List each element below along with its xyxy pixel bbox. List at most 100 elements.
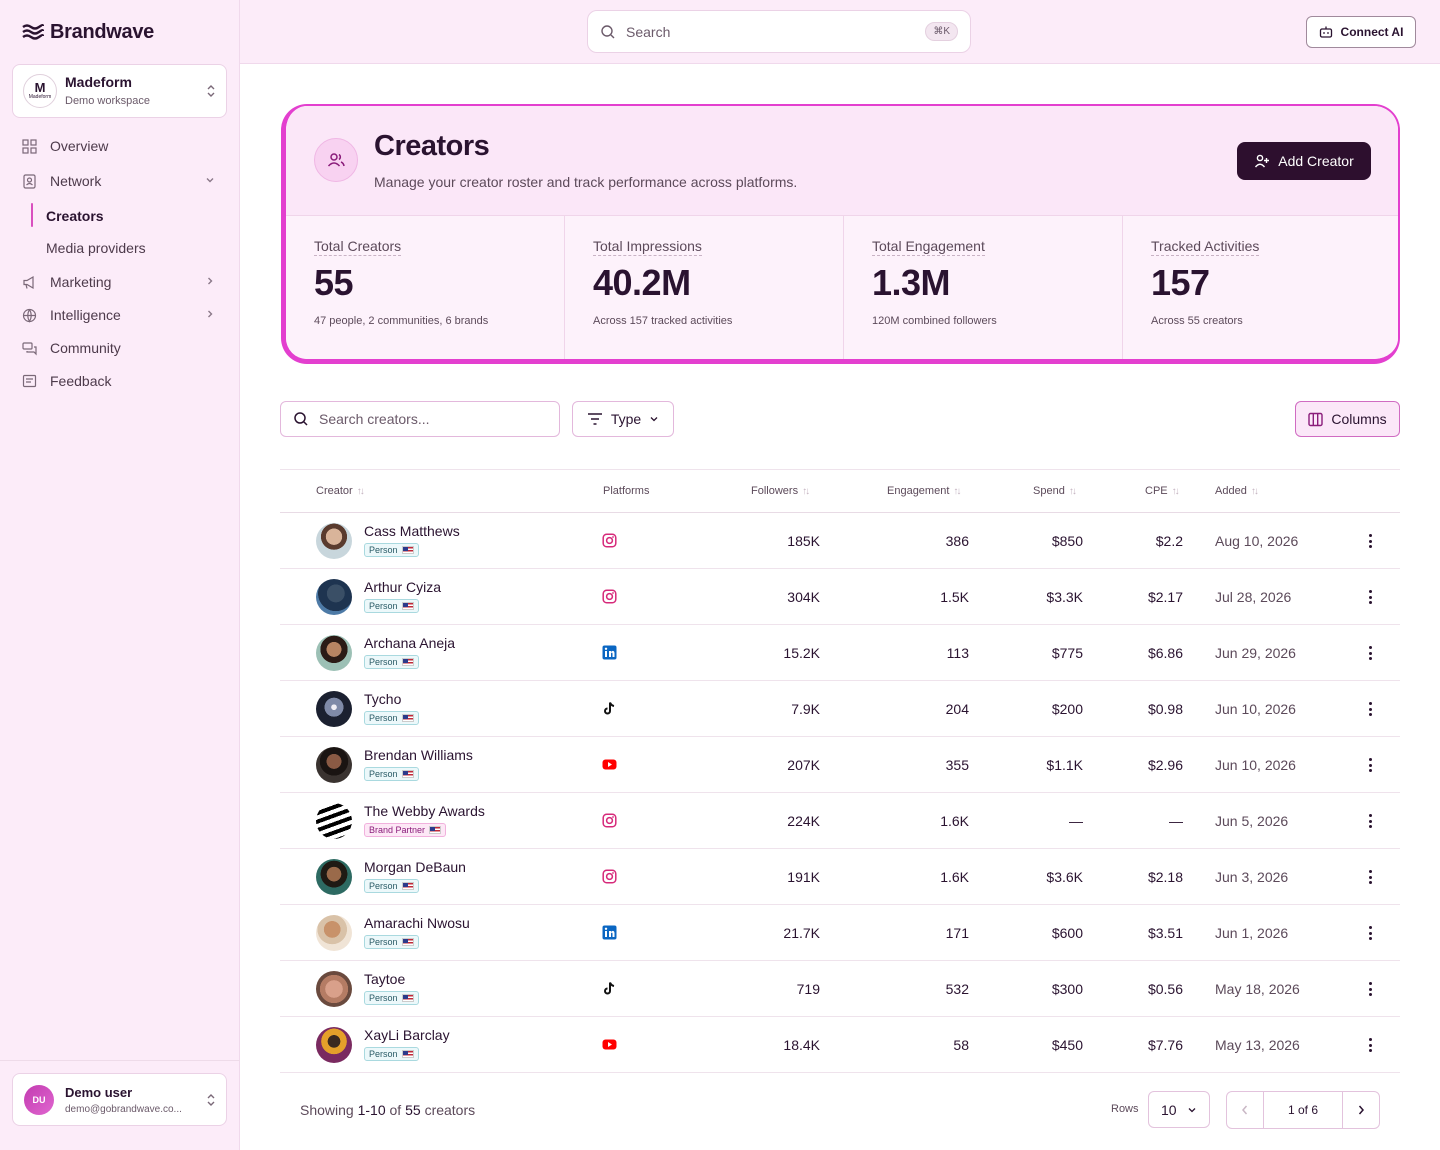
more-actions-icon[interactable]	[1364, 701, 1376, 717]
column-header-followers[interactable]: Followers ↑↓	[751, 485, 810, 497]
global-search-input[interactable]: Search ⌘K	[587, 10, 971, 53]
sidebar-item-community[interactable]: Community	[12, 333, 228, 363]
spend-value: $850	[1051, 533, 1083, 549]
creator-name[interactable]: Arthur Cyiza	[364, 579, 442, 595]
sidebar-item-media-providers[interactable]: Media providers	[46, 240, 146, 256]
followers-value: 224K	[787, 813, 820, 829]
user-menu[interactable]: DU Demo user demo@gobrandwave.co...	[12, 1073, 227, 1126]
megaphone-icon	[20, 273, 38, 291]
more-actions-icon[interactable]	[1364, 981, 1376, 997]
creator-name[interactable]: Brendan Williams	[364, 747, 473, 763]
creator-name[interactable]: Tycho	[364, 691, 402, 707]
sort-icon: ↑↓	[1068, 485, 1077, 497]
sidebar-item-overview[interactable]: Overview	[12, 131, 228, 161]
next-page-button[interactable]	[1343, 1092, 1379, 1128]
summary-total: 55	[405, 1102, 421, 1118]
table-row[interactable]: Amarachi Nwosu Person 21.7K 171 $600 $3.…	[280, 905, 1400, 961]
rows-per-page-value: 10	[1161, 1101, 1177, 1118]
brand-logo[interactable]: Brandwave	[22, 20, 154, 44]
stat-total-engagement: Total Engagement 1.3M 120M combined foll…	[844, 216, 1123, 359]
column-header-added[interactable]: Added ↑↓	[1215, 485, 1259, 497]
creator-name[interactable]: Amarachi Nwosu	[364, 915, 470, 931]
creator-search-input[interactable]: Search creators...	[280, 401, 560, 437]
creator-type-badge: Person	[364, 599, 419, 613]
summary-of: of	[389, 1102, 402, 1118]
sidebar: Brandwave M Madeform Madeform Demo works…	[0, 0, 240, 1150]
sidebar-item-network[interactable]: Network	[12, 166, 228, 196]
column-header-spend[interactable]: Spend ↑↓	[1033, 485, 1077, 497]
workspace-switcher[interactable]: M Madeform Madeform Demo workspace	[12, 64, 227, 118]
more-actions-icon[interactable]	[1364, 589, 1376, 605]
column-header-creator[interactable]: Creator ↑↓	[316, 485, 365, 497]
more-actions-icon[interactable]	[1364, 533, 1376, 549]
creator-name[interactable]: Taytoe	[364, 971, 406, 987]
followers-value: 7.9K	[791, 701, 820, 717]
column-header-engagement[interactable]: Engagement ↑↓	[887, 485, 961, 497]
pagination-summary: Showing 1-10 of 55 creators	[300, 1102, 475, 1118]
column-header-cpe[interactable]: CPE ↑↓	[1145, 485, 1180, 497]
sort-icon: ↑↓	[953, 485, 961, 497]
added-date: Aug 10, 2026	[1215, 533, 1299, 549]
creator-type-badge: Person	[364, 711, 419, 725]
table-row[interactable]: Morgan DeBaun Person 191K 1.6K $3.6K $2.…	[280, 849, 1400, 905]
more-actions-icon[interactable]	[1364, 1037, 1376, 1053]
user-name: Demo user	[65, 1085, 133, 1100]
creator-type-label: Person	[369, 1049, 398, 1059]
table-row[interactable]: Taytoe Person 719 532 $300 $0.56 May 18,…	[280, 961, 1400, 1017]
creator-name[interactable]: Archana Aneja	[364, 635, 456, 651]
type-filter-button[interactable]: Type	[572, 401, 674, 437]
add-creator-label: Add Creator	[1278, 153, 1354, 169]
table-row[interactable]: The Webby Awards Brand Partner 224K 1.6K…	[280, 793, 1400, 849]
us-flag-icon	[401, 602, 414, 610]
creator-name[interactable]: XayLi Barclay	[364, 1027, 450, 1043]
us-flag-icon	[401, 658, 414, 666]
sidebar-item-feedback[interactable]: Feedback	[12, 366, 228, 396]
linkedin-icon	[602, 925, 617, 940]
more-actions-icon[interactable]	[1364, 757, 1376, 773]
more-actions-icon[interactable]	[1364, 645, 1376, 661]
column-label: Platforms	[603, 485, 650, 497]
table-row[interactable]: Brendan Williams Person 207K 355 $1.1K $…	[280, 737, 1400, 793]
more-actions-icon[interactable]	[1364, 925, 1376, 941]
us-flag-icon	[401, 546, 414, 554]
sidebar-item-intelligence[interactable]: Intelligence	[12, 300, 228, 330]
followers-value: 18.4K	[783, 1037, 820, 1053]
stat-total-impressions: Total Impressions 40.2M Across 157 track…	[565, 216, 844, 359]
spend-value: $3.6K	[1046, 869, 1083, 885]
stat-description: 47 people, 2 communities, 6 brands	[314, 315, 489, 327]
creator-name[interactable]: The Webby Awards	[364, 803, 485, 819]
chevron-left-icon	[1242, 1105, 1248, 1115]
sidebar-item-marketing[interactable]: Marketing	[12, 267, 228, 297]
table-row[interactable]: Arthur Cyiza Person 304K 1.5K $3.3K $2.1…	[280, 569, 1400, 625]
creator-name[interactable]: Morgan DeBaun	[364, 859, 466, 875]
engagement-value: 386	[945, 533, 969, 549]
engagement-value: 58	[953, 1037, 969, 1053]
more-actions-icon[interactable]	[1364, 869, 1376, 885]
creator-type-badge: Person	[364, 935, 419, 949]
sidebar-item-creators[interactable]: Creators	[46, 208, 104, 224]
creator-type-badge: Person	[364, 879, 419, 893]
creator-type-label: Person	[369, 881, 398, 891]
connect-ai-button[interactable]: Connect AI	[1306, 16, 1416, 48]
added-date: Jul 28, 2026	[1215, 589, 1292, 605]
table-row[interactable]: XayLi Barclay Person 18.4K 58 $450 $7.76…	[280, 1017, 1400, 1073]
creator-name[interactable]: Cass Matthews	[364, 523, 460, 539]
stat-description: Across 55 creators	[1151, 315, 1243, 327]
tiktok-icon	[602, 701, 617, 716]
add-creator-button[interactable]: Add Creator	[1237, 142, 1371, 180]
creator-type-label: Person	[369, 545, 398, 555]
more-actions-icon[interactable]	[1364, 813, 1376, 829]
rows-per-page-select[interactable]: 10	[1148, 1091, 1210, 1128]
table-row[interactable]: Tycho Person 7.9K 204 $200 $0.98 Jun 10,…	[280, 681, 1400, 737]
creator-type-badge: Person	[364, 655, 419, 669]
message-square-icon	[20, 372, 38, 390]
spend-value: $300	[1051, 981, 1083, 997]
table-row[interactable]: Cass Matthews Person 185K 386 $850 $2.2 …	[280, 513, 1400, 569]
brand-waves-icon	[22, 24, 44, 40]
workspace-name: Madeform	[65, 74, 132, 90]
table-row[interactable]: Archana Aneja Person 15.2K 113 $775 $6.8…	[280, 625, 1400, 681]
columns-button[interactable]: Columns	[1295, 401, 1400, 437]
stat-tracked-activities: Tracked Activities 157 Across 55 creator…	[1123, 216, 1398, 359]
previous-page-button[interactable]	[1227, 1092, 1263, 1128]
summary-suffix: creators	[424, 1102, 476, 1118]
